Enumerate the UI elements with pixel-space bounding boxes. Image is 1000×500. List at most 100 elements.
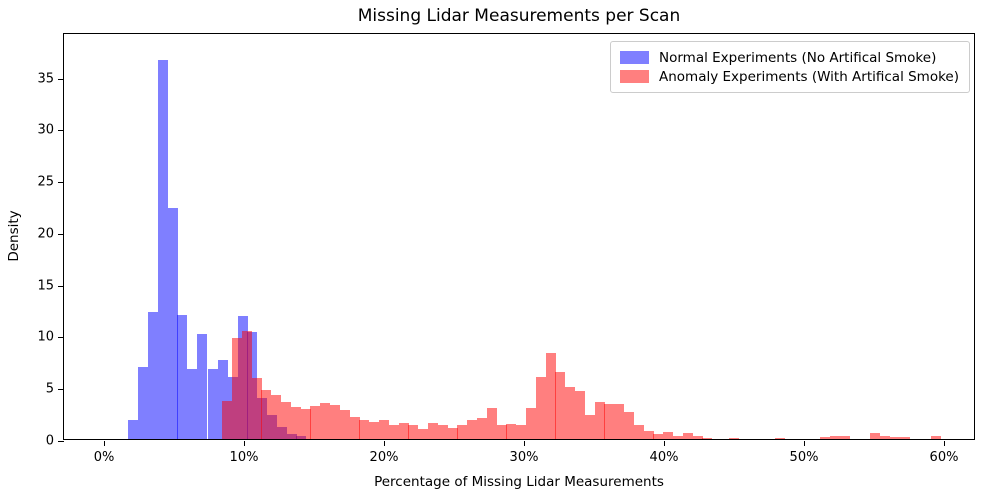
histogram-bar-anomaly <box>775 438 786 439</box>
histogram-bar-anomaly <box>555 371 566 439</box>
histogram-bar-anomaly <box>624 412 634 439</box>
chart-title: Missing Lidar Measurements per Scan <box>357 6 681 26</box>
histogram-bar-anomaly <box>653 433 664 439</box>
histogram-bar-anomaly <box>310 405 321 439</box>
histogram-bar-anomaly <box>535 376 546 439</box>
histogram-bar-anomaly <box>408 425 419 439</box>
y-axis-tick <box>58 78 64 80</box>
histogram-bar-anomaly <box>890 437 900 439</box>
legend-swatch-anomaly <box>620 70 649 83</box>
histogram-bar-anomaly <box>398 422 409 439</box>
histogram-bar-anomaly <box>222 400 233 439</box>
x-axis-tick-label: 20% <box>369 450 399 465</box>
histogram-bar-anomaly <box>930 436 941 439</box>
y-axis-tick <box>58 182 64 184</box>
histogram-bar-anomaly <box>829 436 840 439</box>
histogram-bar-anomaly <box>320 402 331 439</box>
x-axis-tick <box>244 441 245 446</box>
histogram-bar-anomaly <box>261 390 272 439</box>
histogram-bar-anomaly <box>692 436 703 439</box>
histogram-bar-anomaly <box>584 415 595 439</box>
legend-label-anomaly: Anomaly Experiments (With Artifical Smok… <box>659 68 959 85</box>
histogram-bar-anomaly <box>565 387 576 439</box>
histogram-bar-anomaly <box>369 422 380 439</box>
histogram-bar-anomaly <box>633 424 644 439</box>
histogram-bar-anomaly <box>880 435 891 439</box>
x-axis-tick <box>804 441 805 446</box>
histogram-bar-anomaly <box>899 436 910 439</box>
x-axis-tick-label: 10% <box>229 450 259 465</box>
histogram-bar-normal <box>128 420 139 439</box>
histogram-bar-anomaly <box>379 420 389 439</box>
y-axis-tick <box>58 285 64 287</box>
histogram-bar-anomaly <box>477 418 487 439</box>
histogram-bar-anomaly <box>575 391 585 439</box>
histogram-bar-anomaly <box>349 417 360 439</box>
histogram-bar-normal <box>208 368 219 439</box>
histogram-bar-anomaly <box>516 424 527 439</box>
y-axis-tick <box>58 389 64 391</box>
histogram-bar-normal <box>157 60 168 439</box>
legend-item-normal: Normal Experiments (No Artifical Smoke) <box>620 48 959 67</box>
y-axis-tick-label: 10 <box>37 329 54 345</box>
histogram-bar-anomaly <box>447 427 458 439</box>
histogram-bar-anomaly <box>437 425 448 439</box>
histogram-bar-anomaly <box>290 406 301 439</box>
histogram-bar-normal <box>218 360 228 439</box>
histogram-bar-anomaly <box>418 429 429 439</box>
legend-swatch-normal <box>620 51 649 64</box>
y-axis-tick <box>58 130 64 132</box>
histogram-bar-anomaly <box>702 438 713 439</box>
y-axis-tick-label: 35 <box>37 71 54 86</box>
x-axis-label: Percentage of Missing Lidar Measurements <box>374 474 664 490</box>
x-axis-tick <box>664 441 665 446</box>
histogram-bar-anomaly <box>729 437 739 439</box>
histogram-bar-anomaly <box>486 407 497 439</box>
y-axis-tick <box>58 233 64 235</box>
histogram-bar-anomaly <box>232 337 242 439</box>
y-axis-label: Density <box>6 210 22 262</box>
histogram-bar-anomaly <box>839 436 850 439</box>
histogram-bar-normal <box>187 368 198 439</box>
x-axis-tick <box>944 441 945 446</box>
histogram-bar-anomaly <box>604 403 615 439</box>
histogram-bar-anomaly <box>457 425 468 439</box>
histogram-bar-anomaly <box>300 409 311 439</box>
histogram-bar-normal <box>138 366 149 439</box>
x-axis-tick-label: 30% <box>509 450 539 465</box>
histogram-bar-anomaly <box>545 353 556 439</box>
histogram-bar-anomaly <box>271 394 282 439</box>
histogram-bar-anomaly <box>594 401 605 439</box>
histogram-bar-normal <box>177 314 188 439</box>
histogram-bar-anomaly <box>663 431 674 439</box>
histogram-bar-anomaly <box>281 401 291 439</box>
histogram-bar-anomaly <box>682 432 693 439</box>
histogram-bar-anomaly <box>870 433 881 439</box>
x-axis-tick-label: 40% <box>649 450 679 465</box>
x-axis-tick-label: 0% <box>93 450 115 465</box>
plot-area: 0% 10% 20% 30% 40% 50% 60% 0 5 10 15 20 25 30 35 <box>37 33 975 465</box>
histogram-bar-normal <box>167 208 178 439</box>
x-axis-tick <box>104 441 105 446</box>
histogram-bar-anomaly <box>330 404 340 439</box>
x-axis-tick <box>384 441 385 446</box>
y-axis-tick-label: 15 <box>37 278 54 294</box>
histogram-bar-anomaly <box>241 331 252 439</box>
histogram-bar-anomaly <box>643 430 654 439</box>
histogram-bar-anomaly <box>467 420 478 439</box>
histogram-bar-anomaly <box>339 410 350 439</box>
x-axis-tick-label: 60% <box>929 450 959 465</box>
histogram-bar-anomaly <box>673 435 683 439</box>
histogram-bar-anomaly <box>388 425 399 439</box>
legend-item-anomaly: Anomaly Experiments (With Artifical Smok… <box>620 67 959 86</box>
y-axis-tick-label: 0 <box>45 433 54 449</box>
y-axis-tick <box>58 337 64 339</box>
bars-layer <box>64 34 974 439</box>
x-axis-tick-label: 50% <box>789 450 819 465</box>
y-axis-tick <box>58 441 64 442</box>
legend-label-normal: Normal Experiments (No Artifical Smoke) <box>659 49 937 66</box>
histogram-bar-anomaly <box>251 377 262 439</box>
histogram-bar-anomaly <box>506 424 517 439</box>
histogram-bar-anomaly <box>820 437 830 439</box>
